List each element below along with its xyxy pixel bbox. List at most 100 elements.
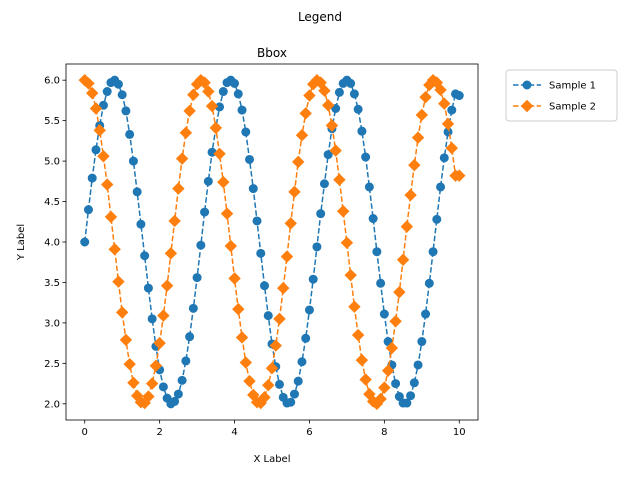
data-point — [145, 377, 159, 390]
data-point — [202, 85, 215, 98]
data-point — [374, 392, 387, 406]
data-point — [269, 339, 282, 352]
data-point — [404, 188, 417, 202]
data-point — [117, 90, 127, 100]
data-point — [218, 87, 228, 97]
data-point — [86, 86, 99, 100]
data-point — [439, 153, 449, 163]
data-point — [93, 124, 106, 137]
data-point — [295, 128, 309, 142]
data-point — [406, 391, 416, 401]
data-point — [265, 362, 279, 375]
data-point — [434, 83, 447, 97]
x-tick-label: 0 — [82, 427, 88, 438]
data-point — [277, 281, 290, 295]
data-point — [329, 144, 342, 157]
data-point — [91, 145, 101, 155]
y-tick-label: 6.0 — [44, 76, 60, 87]
data-point — [318, 84, 331, 97]
data-point — [353, 104, 363, 114]
data-point — [336, 205, 350, 218]
data-point — [303, 89, 316, 102]
data-point — [187, 88, 200, 101]
data-point — [217, 175, 230, 189]
data-point — [183, 104, 196, 118]
data-point — [252, 216, 262, 226]
y-tick-label: 2.5 — [44, 359, 60, 370]
data-point — [447, 105, 457, 115]
data-point — [173, 389, 183, 399]
data-point — [112, 275, 125, 288]
data-point — [147, 314, 157, 324]
data-point — [289, 389, 299, 399]
y-tick-label: 5.5 — [44, 116, 60, 127]
data-point — [438, 97, 451, 110]
data-point — [280, 250, 294, 263]
data-point — [301, 333, 311, 343]
data-point — [357, 126, 367, 136]
data-point — [233, 89, 243, 99]
data-point — [97, 150, 110, 163]
data-point — [121, 106, 131, 116]
data-point — [128, 156, 138, 166]
data-point — [402, 398, 412, 408]
axes-title: Bbox — [257, 46, 287, 60]
data-point — [82, 77, 95, 90]
data-point — [400, 220, 414, 233]
data-point — [415, 108, 429, 122]
data-point — [220, 207, 234, 220]
y-tick-label: 3.0 — [44, 318, 60, 329]
data-point — [142, 390, 155, 403]
data-point — [185, 332, 195, 342]
data-point — [314, 76, 327, 89]
x-axis: 0 2 4 6 8 10 — [82, 420, 466, 438]
data-point — [168, 214, 181, 228]
data-point — [445, 141, 458, 155]
data-point — [100, 178, 114, 191]
data-point — [333, 173, 346, 186]
data-point — [245, 154, 255, 164]
x-tick-label: 10 — [453, 427, 466, 438]
data-point — [127, 376, 140, 389]
data-point — [323, 150, 333, 160]
data-point — [419, 90, 432, 104]
data-point — [417, 337, 427, 347]
data-point — [346, 78, 356, 88]
data-point — [89, 102, 103, 115]
data-point — [304, 305, 314, 315]
data-point — [123, 357, 136, 371]
data-point — [196, 240, 206, 250]
x-tick-label: 4 — [231, 427, 237, 438]
data-point — [158, 382, 168, 392]
data-point — [372, 247, 382, 257]
data-point — [136, 219, 146, 229]
legend-item: Sample 1 — [513, 80, 596, 92]
data-point — [274, 379, 284, 389]
legend-box — [505, 69, 618, 122]
data-point — [441, 117, 455, 131]
data-point — [340, 236, 354, 250]
data-point — [179, 126, 193, 139]
data-point — [209, 121, 223, 135]
data-point — [262, 379, 275, 392]
data-point — [385, 341, 399, 355]
data-point — [389, 315, 402, 328]
data-point — [408, 158, 421, 172]
x-tick-label: 2 — [156, 427, 162, 438]
data-point — [286, 397, 296, 407]
legend-label: Sample 1 — [549, 81, 596, 92]
data-point — [175, 152, 189, 165]
data-point — [273, 312, 286, 326]
y-axis: 2.0 2.5 3.0 3.5 4.0 4.5 5.0 5.5 6.0 — [44, 76, 66, 410]
y-axis-label: Y Label — [16, 224, 27, 261]
data-point — [421, 309, 431, 319]
x-axis-label: X Label — [253, 454, 290, 465]
data-point — [378, 381, 391, 394]
data-point — [119, 333, 133, 347]
data-point — [192, 273, 202, 283]
x-tick-label: 8 — [381, 427, 387, 438]
data-point — [83, 205, 93, 215]
data-point — [297, 357, 307, 367]
legend-label: Sample 2 — [549, 102, 596, 113]
data-point — [411, 131, 425, 144]
